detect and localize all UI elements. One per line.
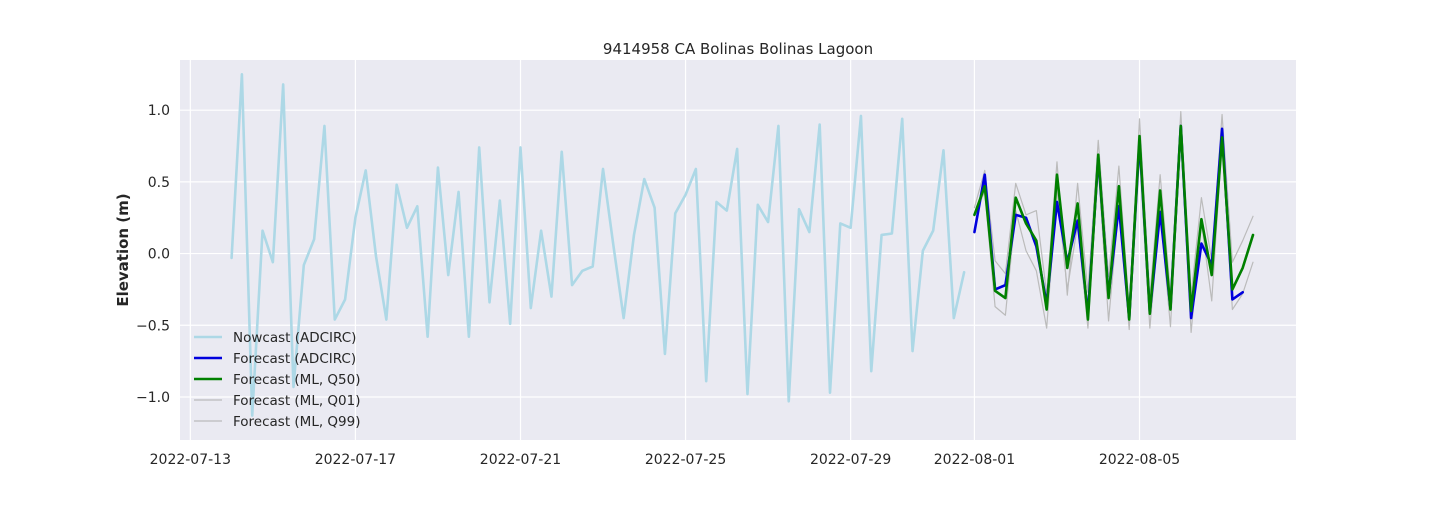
y-tick-label: −1.0 [136,390,170,406]
x-tick-label: 2022-07-17 [315,452,396,468]
y-tick-label: −0.5 [136,318,170,334]
legend-label: Nowcast (ADCIRC) [233,330,356,346]
chart-title: 9414958 CA Bolinas Bolinas Lagoon [603,40,873,58]
x-tick-label: 2022-08-01 [934,452,1015,468]
y-axis-label: Elevation (m) [114,193,132,306]
x-tick-label: 2022-08-05 [1099,452,1180,468]
y-axis-ticks: 1.0 0.5 0.0 −0.5 −1.0 [136,103,170,406]
y-tick-label: 1.0 [148,103,170,119]
y-tick-label: 0.0 [148,247,170,263]
legend-label: Forecast (ML, Q99) [233,414,361,430]
y-tick-label: 0.5 [148,175,170,191]
x-tick-label: 2022-07-13 [150,452,231,468]
legend-label: Forecast (ADCIRC) [233,351,356,367]
x-tick-label: 2022-07-25 [645,452,726,468]
x-axis-ticks: 2022-07-13 2022-07-17 2022-07-21 2022-07-25… [150,452,1181,468]
legend-label: Forecast (ML, Q50) [233,372,361,388]
x-tick-label: 2022-07-29 [810,452,891,468]
legend-label: Forecast (ML, Q01) [233,393,361,409]
x-tick-label: 2022-07-21 [480,452,561,468]
